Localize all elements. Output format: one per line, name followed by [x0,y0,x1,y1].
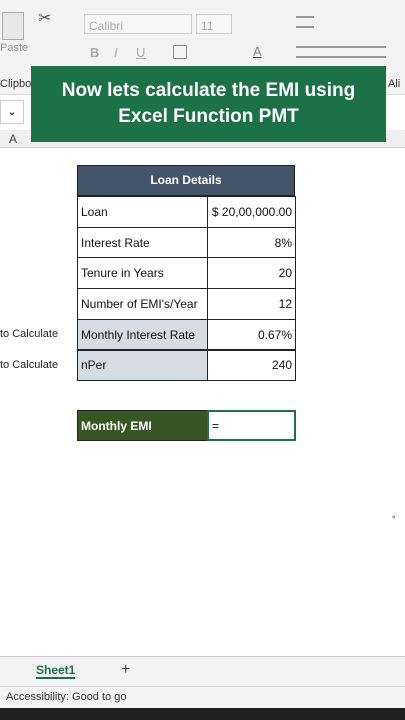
name-box-dropdown[interactable]: ⌄ [0,100,24,124]
alignment-group: Ali [388,78,401,90]
align-row[interactable] [296,46,386,58]
table-title: Loan Details [77,165,295,196]
cursor: ◦ [392,512,396,523]
font-size: 11 [201,19,214,33]
row-value: 20 [207,257,296,290]
sheet-tab[interactable]: Sheet1 [36,663,76,679]
align-icon[interactable] [296,16,314,28]
italic-button[interactable]: I [114,45,118,60]
column-header: A [9,132,18,146]
emi-label: Monthly EMI [77,410,208,441]
taskbar [0,708,405,720]
add-sheet[interactable]: + [121,661,131,678]
banner: Now lets calculate the EMI using Excel F… [31,66,386,142]
accessibility-status[interactable]: Accessibility: Good to go [6,691,127,703]
row-value: $ 20,00,000.00 [207,196,296,228]
row-label: Monthly Interest Rate [77,318,208,351]
font-name-box[interactable]: Calibri [84,14,192,34]
row-value: 8% [207,226,296,259]
row-value: 240 [207,349,296,382]
status-bar: Accessibility: Good to go [0,686,405,708]
sheet-tabs: Sheet1 + [0,656,405,686]
clipboard-group: Clipbo [0,78,32,90]
row-value: 12 [207,288,296,320]
row-label: Tenure in Years [77,257,208,290]
side-label: to Calculate [0,328,59,340]
bold-button[interactable]: B [90,45,100,60]
border-button[interactable] [173,45,187,59]
font-name: Calibri [89,19,124,33]
row-label: Interest Rate [77,226,208,259]
row-label: Number of EMI's/Year [77,288,208,320]
font-size-box[interactable]: 11 [196,14,232,34]
row-value: 0.67% [207,318,296,351]
underline-button[interactable]: U [136,45,146,60]
font-color-button[interactable]: A [253,44,262,59]
row-label: nPer [77,349,208,382]
cut-icon[interactable]: ✂ [38,10,52,27]
emi-formula[interactable]: = [207,410,296,441]
paste-icon[interactable] [2,12,24,40]
paste-label[interactable]: Paste [0,42,29,54]
row-label: Loan [77,196,208,228]
side-label: to Calculate [0,359,59,371]
